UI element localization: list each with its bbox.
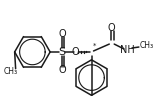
Text: CH₃: CH₃	[140, 41, 154, 50]
Text: O: O	[58, 29, 66, 39]
Text: NH: NH	[120, 45, 134, 55]
Text: CH₃: CH₃	[4, 67, 18, 76]
Text: S: S	[58, 47, 66, 57]
Text: O: O	[72, 47, 80, 57]
Text: O: O	[58, 65, 66, 75]
Text: *: *	[93, 43, 96, 49]
Text: O: O	[107, 23, 115, 33]
